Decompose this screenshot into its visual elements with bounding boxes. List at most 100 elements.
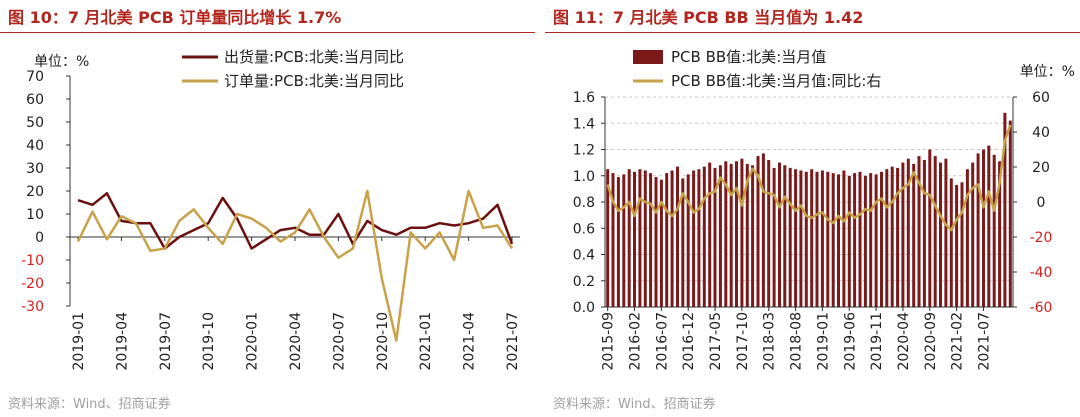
bar — [799, 170, 803, 307]
y-tick-label-left: 0.8 — [573, 195, 595, 211]
x-tick-label: 2020-07 — [331, 312, 347, 371]
bar — [804, 171, 808, 307]
x-tick-label: 2019-06 — [842, 312, 858, 371]
bar — [649, 173, 653, 307]
x-tick-label: 2021-02 — [950, 312, 966, 371]
x-tick-label: 2019-07 — [158, 312, 174, 371]
bar — [971, 162, 975, 307]
y-tick-label-left: 1.6 — [573, 90, 595, 106]
bar — [992, 154, 996, 307]
bar — [901, 162, 905, 307]
bar — [863, 175, 867, 308]
y-tick-label-right: -20 — [1030, 230, 1053, 246]
series-line-1 — [77, 192, 514, 250]
bar — [761, 153, 765, 307]
bar — [896, 167, 900, 307]
bar — [778, 162, 781, 307]
bar — [794, 169, 798, 307]
bar — [643, 170, 647, 307]
y-tick-label: 70 — [26, 69, 44, 85]
bar — [869, 173, 873, 307]
bar — [998, 161, 1002, 307]
source-note: 资料来源：Wind、招商证券 — [8, 397, 171, 412]
bar-line-chart-bb: 0.0 0.2 0.4 0.6 0.8 1.0 1.2 1.4 1.6 -60 -40 -20 0 20 4… — [573, 48, 1075, 371]
bar — [933, 156, 937, 307]
bar — [960, 182, 964, 307]
bar — [917, 156, 921, 307]
y-tick-label-left: 1.0 — [573, 169, 595, 185]
y-tick-label-right: 20 — [1032, 160, 1050, 176]
y-tick-label-left: 1.2 — [573, 143, 595, 159]
bar — [783, 165, 787, 308]
bar — [890, 166, 894, 307]
bar — [831, 173, 835, 307]
bar — [939, 162, 942, 307]
y-tick-label: 0 — [35, 230, 44, 246]
bar — [681, 178, 685, 307]
bar — [616, 177, 620, 307]
legend-label: 订单量:PCB:北美:当月同比 — [224, 72, 404, 90]
y-tick-label-right: -60 — [1030, 300, 1053, 316]
bar — [853, 173, 857, 307]
bar — [692, 170, 696, 307]
x-tick-label: 2019-11 — [869, 312, 885, 371]
x-tick-label: 2020-09 — [923, 312, 939, 371]
bar — [735, 161, 738, 307]
bar — [670, 170, 674, 307]
bar — [810, 169, 814, 307]
bar — [987, 145, 991, 307]
bar — [912, 163, 916, 307]
x-tick-label: 2020-04 — [896, 312, 912, 371]
bar — [718, 165, 722, 308]
legend-swatch-bar — [633, 50, 663, 64]
y-tick-label-right: 0 — [1037, 195, 1046, 211]
bar — [1003, 112, 1007, 308]
x-tick-label: 2021-01 — [418, 312, 434, 371]
bar — [633, 171, 636, 307]
legend-label: PCB BB值:北美:当月值 — [671, 48, 826, 66]
x-tick-label: 2021-07 — [505, 312, 521, 371]
bar — [638, 169, 642, 307]
y-tick-label: -10 — [21, 253, 44, 269]
x-tick-label: 2018-08 — [789, 312, 805, 371]
bar — [697, 169, 701, 307]
chart-panel-bb: 图 11：7 月北美 PCB BB 当月值为 1.42 0.0 0.2 0.4 0.6… — [545, 0, 1080, 417]
x-tick-label: 2019-01 — [71, 312, 87, 371]
y-tick-label-left: 1.4 — [573, 116, 595, 132]
unit-label: 单位：% — [34, 54, 89, 70]
title-rule — [0, 32, 535, 33]
bar — [622, 174, 626, 307]
x-tick-label: 2015-09 — [601, 312, 617, 371]
source-note: 资料来源：Wind、招商证券 — [553, 397, 716, 412]
y-tick-label: 40 — [26, 138, 44, 154]
x-tick-label: 2016-12 — [681, 312, 697, 371]
bar — [788, 167, 792, 307]
y-tick-label: 50 — [26, 115, 44, 131]
bar — [686, 174, 690, 307]
bar — [713, 167, 717, 307]
bar — [982, 149, 985, 307]
legend-label: 出货量:PCB:北美:当月同比 — [224, 48, 404, 66]
x-tick-label: 2017-05 — [708, 312, 724, 371]
y-tick-label: 60 — [26, 92, 44, 108]
series-line-2 — [76, 189, 514, 342]
bar — [837, 174, 840, 307]
figure-title: 图 10：7 月北美 PCB 订单量同比增长 1.7% — [8, 8, 342, 27]
bar — [676, 166, 679, 307]
bar — [842, 170, 846, 307]
y-tick-label-left: 0.2 — [573, 274, 595, 290]
x-tick-label: 2021-04 — [462, 312, 478, 371]
bar — [976, 153, 980, 307]
bar — [659, 179, 663, 307]
bar — [858, 171, 862, 307]
bar — [826, 171, 830, 307]
y-tick-label-left: 0.6 — [573, 221, 595, 237]
y-tick-label-right: -40 — [1030, 265, 1053, 281]
bar — [815, 171, 819, 307]
legend-label: PCB BB值:北美:当月值:同比:右 — [671, 72, 881, 90]
x-tick-label: 2019-01 — [815, 312, 831, 371]
bar — [702, 166, 706, 307]
bar — [756, 156, 760, 307]
chart-panel-orders: 图 10：7 月北美 PCB 订单量同比增长 1.7% -30 -20 -10 0 10… — [0, 0, 535, 417]
figure-title: 图 11：7 月北美 PCB BB 当月值为 1.42 — [553, 8, 864, 27]
